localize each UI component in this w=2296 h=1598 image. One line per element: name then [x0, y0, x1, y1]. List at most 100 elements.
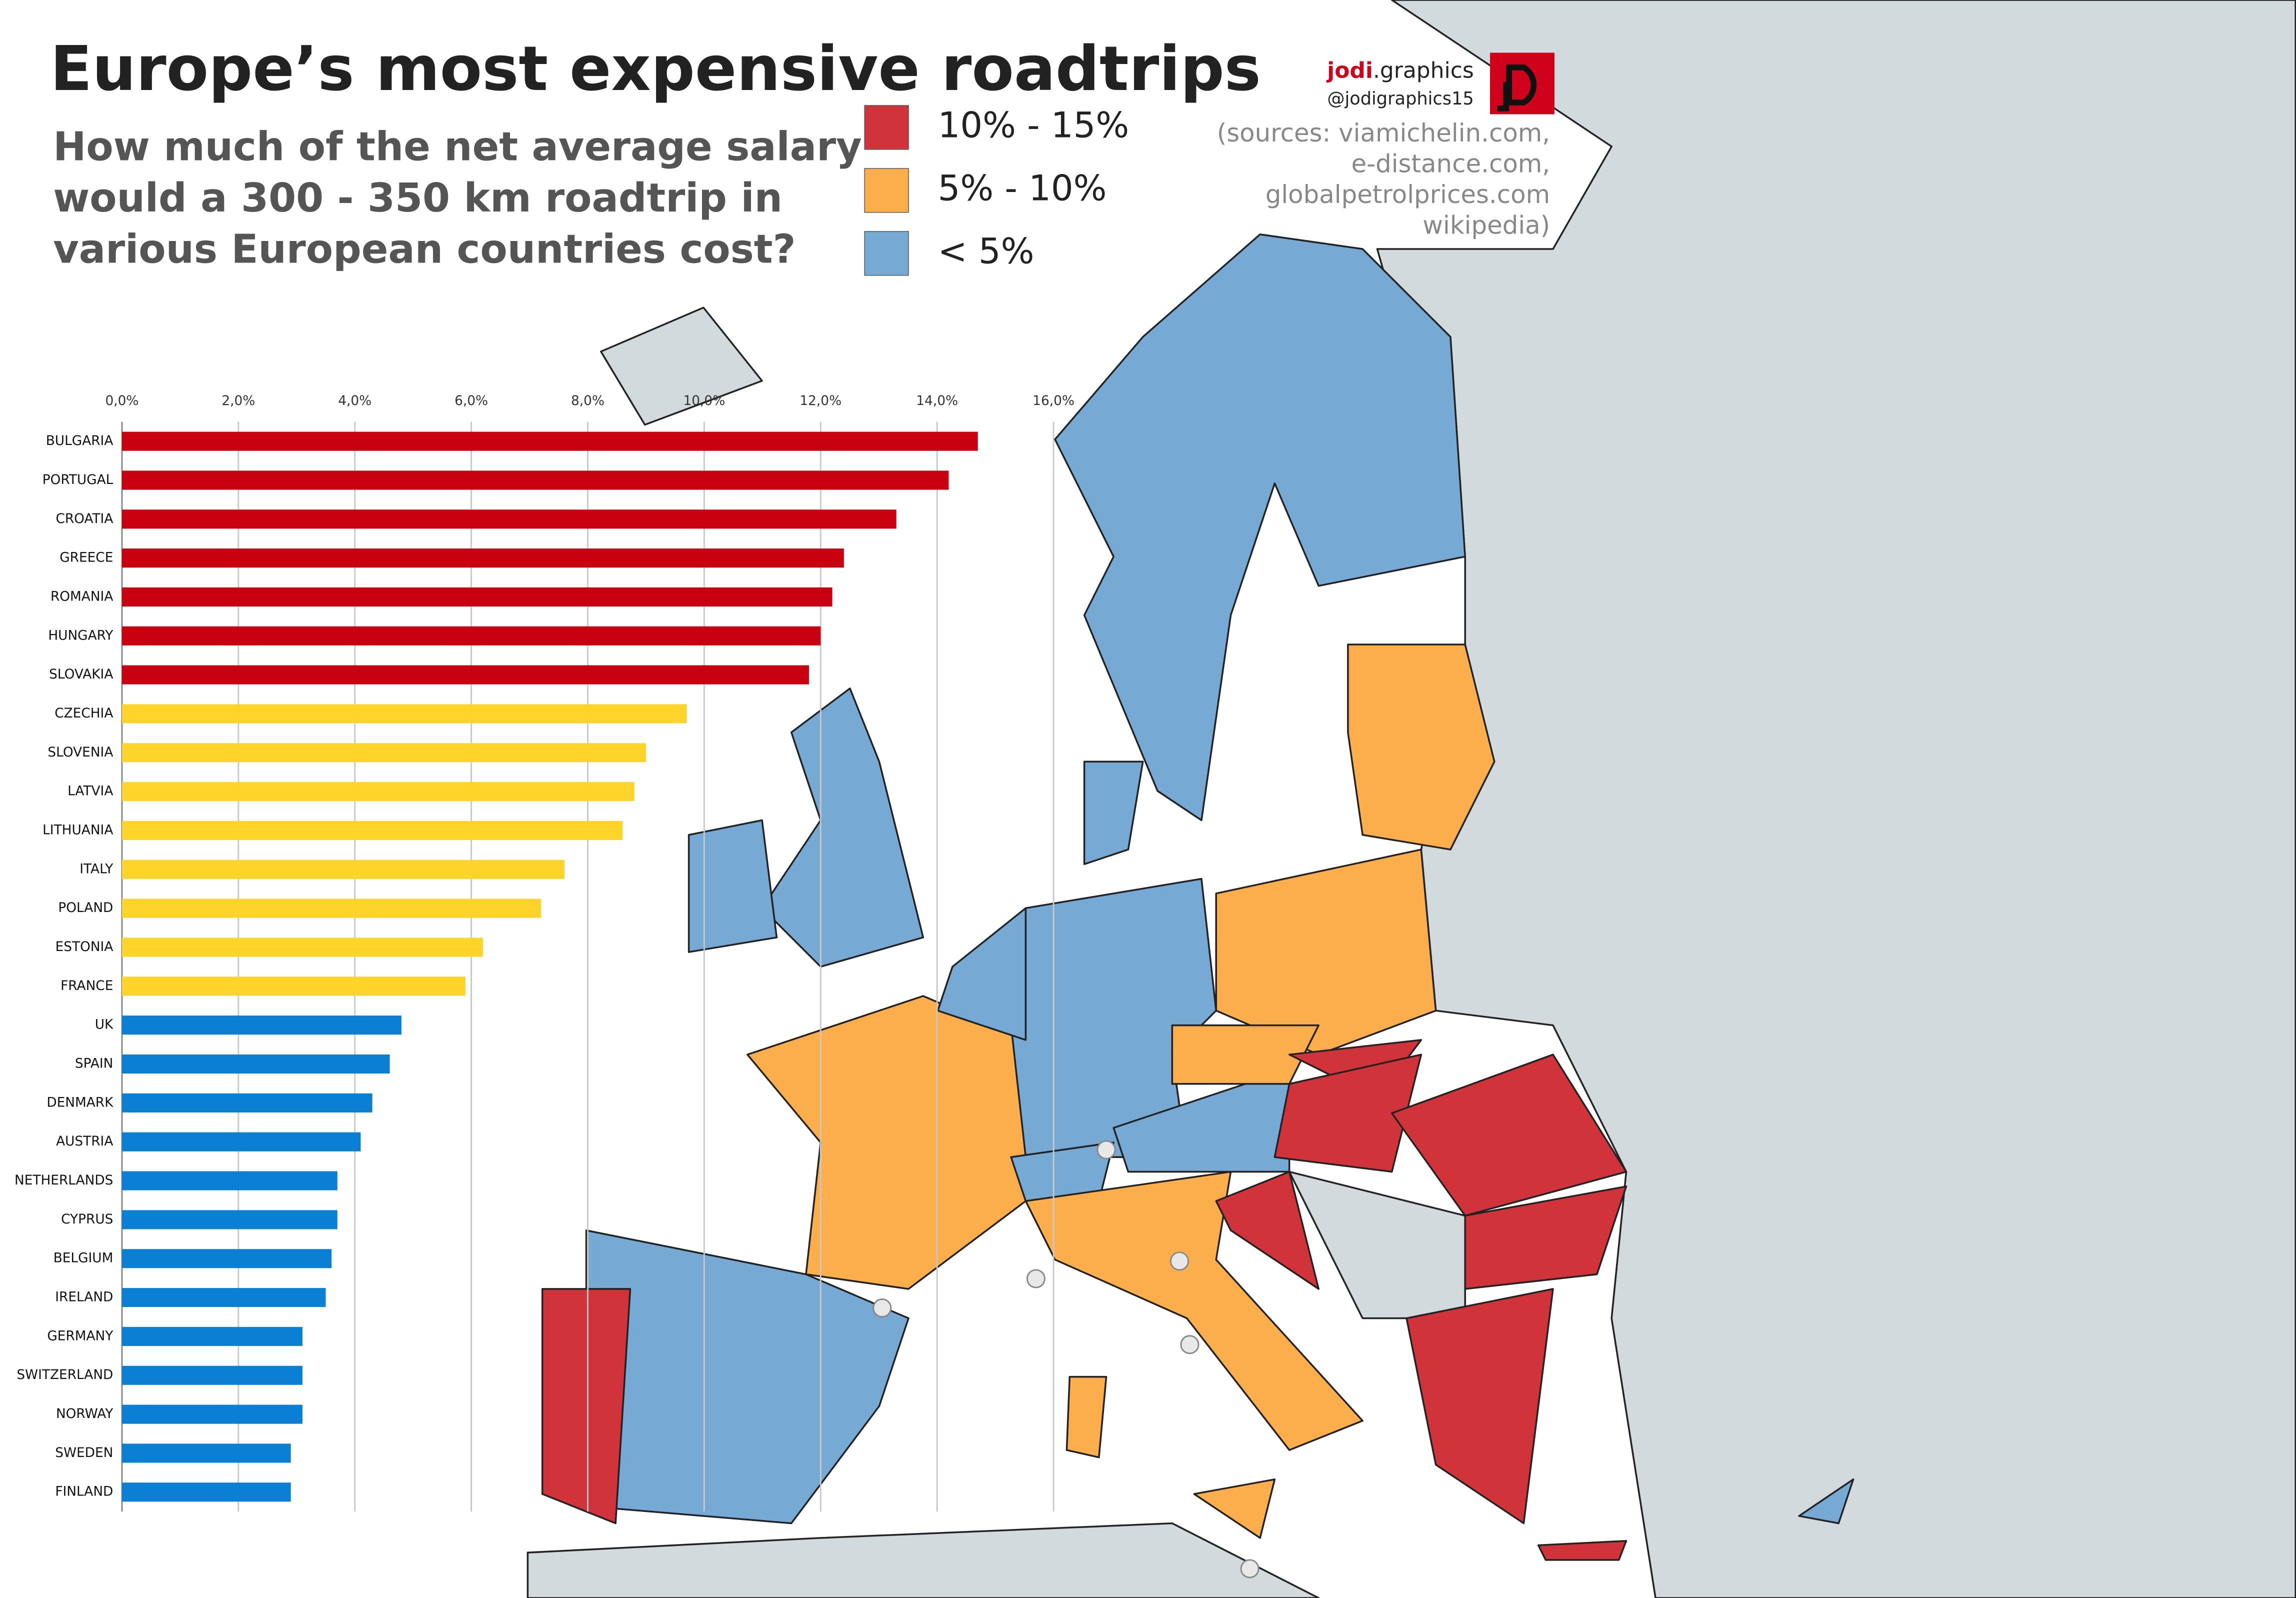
y-tick-label: CROATIA [56, 512, 113, 526]
legend-swatch [864, 105, 909, 150]
bar [122, 1249, 332, 1268]
land-portugal [541, 1288, 632, 1524]
y-tick-label: NETHERLANDS [14, 1173, 113, 1188]
bar [122, 898, 542, 918]
y-tick-label: BELGIUM [54, 1251, 114, 1266]
y-tick-label: PORTUGAL [42, 472, 114, 488]
map [526, 0, 2296, 1598]
y-tick-label: SLOVENIA [48, 745, 113, 760]
x-tick-label: 10,0% [684, 394, 726, 408]
y-tick-label: AUSTRIA [56, 1134, 113, 1149]
x-tick-label: 2,0% [222, 394, 255, 408]
land-romania [1390, 1054, 1628, 1217]
land-crete [1537, 1540, 1628, 1561]
logo-mark [1497, 64, 1537, 112]
source-line: wikipedia) [1422, 211, 1550, 240]
y-tick-label: ROMANIA [50, 589, 113, 604]
land-croatia [1215, 1170, 1320, 1290]
bar [122, 1210, 338, 1230]
bar [122, 665, 809, 684]
y-tick-label: LITHUANIA [42, 822, 113, 838]
bar [122, 860, 564, 879]
y-tick-label: POLAND [58, 900, 113, 916]
source-line: e-distance.com, [1352, 150, 1550, 178]
brand: jodi.graphics [1326, 58, 1474, 84]
y-tick-label: CZECHIA [54, 706, 113, 721]
land-france [746, 995, 1056, 1290]
bar [122, 1444, 291, 1463]
city [1170, 1252, 1190, 1271]
y-tick-label: NORWAY [56, 1406, 114, 1422]
city [1026, 1269, 1046, 1288]
bar [122, 510, 896, 529]
bar-chart: 0,0% 2,0% 4,0% 6,0% 8,0% 10,0% 12,0% 14,0% 16,0%… [14, 394, 1074, 1512]
y-tick-label: FRANCE [60, 978, 113, 994]
bar [122, 470, 949, 490]
land-greece [1406, 1288, 1554, 1524]
bar [122, 1482, 291, 1502]
bar [122, 626, 821, 646]
sources: (sources: viamichelin.com,e-distance.com… [1217, 118, 1550, 240]
legend: 10% - 15% 5% - 10% < 5% [864, 104, 1130, 276]
y-tick-label: SWEDEN [55, 1446, 113, 1460]
bar [122, 587, 832, 606]
y-tick-label: HUNGARY [48, 628, 114, 643]
y-tick-label: ITALY [80, 862, 114, 876]
bar [122, 938, 483, 957]
bar [122, 1404, 302, 1424]
bar [122, 1171, 338, 1190]
bar [122, 1288, 326, 1308]
bar [122, 976, 466, 996]
land-ireland [688, 819, 778, 953]
y-tick-label: SWITZERLAND [16, 1368, 113, 1382]
land-cyprus [1798, 1478, 1854, 1524]
y-tick-label: ESTONIA [56, 940, 114, 954]
y-tick-label: DENMARK [46, 1095, 114, 1110]
x-tick-label: 12,0% [800, 394, 842, 408]
y-tick-label: GREECE [60, 550, 113, 566]
bar [122, 1016, 402, 1035]
y-tick-label: FINLAND [55, 1484, 113, 1500]
land-sicily [1193, 1478, 1276, 1539]
x-tick-label: 6,0% [454, 394, 488, 408]
brand-suffix: .graphics [1373, 58, 1474, 84]
title: Europe’s most expensive roadtrips [50, 34, 1260, 105]
y-tick-label: SPAIN [75, 1056, 113, 1072]
land-hungary [1274, 1054, 1422, 1173]
bar [122, 432, 978, 451]
legend-label: < 5% [938, 230, 1034, 272]
legend-label: 10% - 15% [938, 104, 1130, 146]
land-sardinia [1066, 1376, 1108, 1458]
city [1180, 1335, 1200, 1354]
city [1240, 1559, 1260, 1578]
bar [122, 1366, 302, 1385]
y-tick-label: CYPRUS [61, 1212, 113, 1227]
legend-swatch [864, 168, 909, 213]
y-tick-label: UK [95, 1018, 114, 1032]
bar [122, 704, 687, 724]
x-tick-label: 8,0% [571, 394, 604, 408]
land-denmark [1083, 760, 1144, 866]
x-tick-label: 0,0% [105, 394, 138, 408]
bar [122, 1132, 361, 1152]
bar [122, 1326, 302, 1346]
land-bulgaria [1464, 1186, 1628, 1290]
legend-swatch [864, 231, 909, 276]
land-poland [1215, 848, 1437, 1056]
y-tick-label: LATVIA [68, 784, 113, 799]
bar [122, 782, 634, 802]
brand-name: jodi [1326, 58, 1373, 84]
city [1096, 1140, 1116, 1160]
land-benelux [936, 907, 1027, 1041]
legend-label: 5% - 10% [938, 168, 1107, 208]
y-tick-label: SLOVAKIA [49, 667, 113, 682]
y-tick-label: GERMANY [47, 1328, 114, 1344]
subtitle: would a 300 - 350 km roadtrip in [53, 175, 782, 221]
subtitle: various European countries cost? [53, 226, 796, 272]
source-line: globalpetrolprices.com [1266, 180, 1550, 209]
brand-handle: @jodigraphics15 [1327, 88, 1474, 109]
x-tick-label: 16,0% [1032, 394, 1074, 408]
y-tick-label: BULGARIA [46, 434, 114, 448]
subtitle: How much of the net average salary [53, 124, 862, 170]
